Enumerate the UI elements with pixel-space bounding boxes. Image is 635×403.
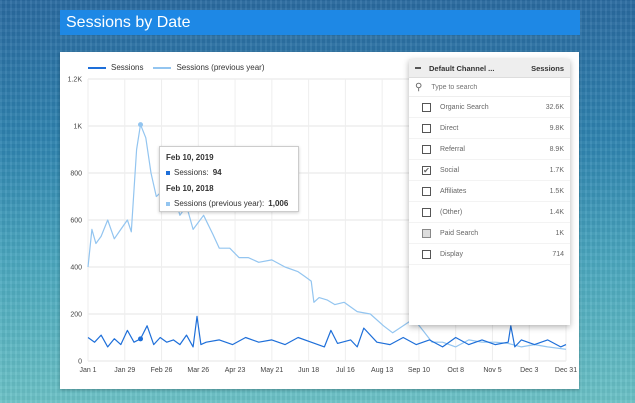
filter-option-value: 8.9K [549,145,564,153]
filter-option-value: 1.5K [549,187,564,195]
x-tick-label: Dec 31 [555,367,577,374]
filter-option-row[interactable]: Paid Search 1K [409,223,570,244]
filter-option-row[interactable]: Direct 9.8K [409,118,570,139]
highlight-point-previous-year [138,122,144,128]
legend-swatch-sessions [88,66,106,69]
search-icon: ⚲ [415,81,423,93]
tooltip-label-sessions: Sessions: [174,168,209,177]
filter-option-value: 714 [552,250,564,258]
filter-option-label: Organic Search [440,103,489,111]
channel-filter-panel: Default Channel ... Sessions ⚲ Organic S… [409,59,570,325]
y-tick-label: 400 [70,265,82,272]
x-tick-label: Jul 16 [336,367,355,374]
chart-legend: Sessions Sessions (previous year) [88,63,265,72]
tooltip-swatch-previous-year [166,201,170,206]
tooltip-date-previous: Feb 10, 2018 [166,184,214,193]
filter-option-value: 32.6K [545,103,564,111]
tooltip-value-sessions: 94 [212,168,222,177]
filter-option-row[interactable]: ✔ Social 1.7K [409,160,570,181]
filter-option-label: Social [440,166,460,174]
filter-option-value: 1K [555,229,564,237]
filter-option-label: Affiliates [440,187,467,195]
filter-option-row[interactable]: Organic Search 32.6K [409,97,570,118]
dimension-label: Default Channel ... [429,63,495,73]
filter-option-label: (Other) [440,208,463,216]
filter-option-row[interactable]: Affiliates 1.5K [409,181,570,202]
checkbox[interactable] [422,207,431,217]
tooltip-label-previous-year: Sessions (previous year): [174,199,265,208]
x-tick-label: May 21 [260,367,283,374]
filter-option-list: Organic Search 32.6K Direct 9.8K Referral 8.9… [409,97,570,265]
filter-option-row[interactable]: Referral 8.9K [409,139,570,160]
x-tick-label: Feb 26 [151,367,173,374]
checkbox[interactable] [422,102,431,112]
checkbox[interactable] [422,186,431,196]
filter-option-row[interactable]: (Other) 1.4K [409,202,570,223]
legend-item-previous-year[interactable]: Sessions (previous year) [153,63,265,72]
legend-item-sessions[interactable]: Sessions [88,63,143,72]
tooltip-row-sessions: Sessions: 94 [166,168,292,177]
legend-label-previous-year: Sessions (previous year) [176,63,265,72]
y-tick-label: 600 [70,218,82,225]
filter-search-row: ⚲ [409,78,570,97]
series-line-previous-year [87,123,567,350]
filter-panel-header: Default Channel ... Sessions [409,59,570,78]
checkbox[interactable] [422,228,431,238]
filter-option-label: Display [440,250,463,258]
x-tick-label: Aug 13 [371,367,393,374]
filter-option-row[interactable]: Display 714 [409,244,570,265]
filter-option-value: 1.7K [549,166,564,174]
filter-option-value: 1.4K [549,208,564,216]
y-tick-label: 200 [70,312,82,319]
x-tick-label: Apr 23 [225,367,246,374]
y-tick-label: 800 [70,171,82,178]
tooltip-value-previous-year: 1,006 [268,199,289,208]
x-tick-label: Jan 1 [79,367,96,374]
highlight-point-sessions [138,336,144,342]
x-tick-label: Mar 26 [187,367,209,374]
filter-search-input[interactable] [431,83,532,91]
x-tick-label: Jun 18 [298,367,319,374]
y-tick-label: 0 [78,359,82,366]
x-tick-label: Sep 10 [408,367,430,374]
page-title: Sessions by Date [60,10,580,35]
filter-option-label: Direct [440,124,459,132]
x-tick-label: Nov 5 [483,367,501,374]
series-line-sessions [87,315,567,348]
hover-tooltip: Feb 10, 2019 Sessions: 94 Feb 10, 2018 S… [159,146,299,212]
collapse-icon[interactable] [415,67,421,69]
checkbox[interactable] [422,249,431,259]
filter-option-value: 9.8K [549,124,564,132]
y-tick-label: 1.2K [68,77,83,84]
checkbox-checked-icon[interactable]: ✔ [422,165,431,175]
tooltip-row-previous-year: Sessions (previous year): 1,006 [166,199,292,208]
checkbox[interactable] [422,144,431,154]
x-tick-label: Dec 3 [520,367,538,374]
legend-label-sessions: Sessions [111,63,144,72]
y-tick-label: 1K [73,124,82,131]
tooltip-swatch-sessions [166,170,170,175]
legend-swatch-previous-year [153,66,172,69]
filter-option-label: Paid Search [440,229,479,237]
checkbox[interactable] [422,123,431,133]
x-tick-label: Oct 8 [447,367,464,374]
x-tick-label: Jan 29 [114,367,135,374]
tooltip-date-current: Feb 10, 2019 [166,153,214,162]
filter-option-label: Referral [440,145,465,153]
metric-label: Sessions [531,63,564,73]
